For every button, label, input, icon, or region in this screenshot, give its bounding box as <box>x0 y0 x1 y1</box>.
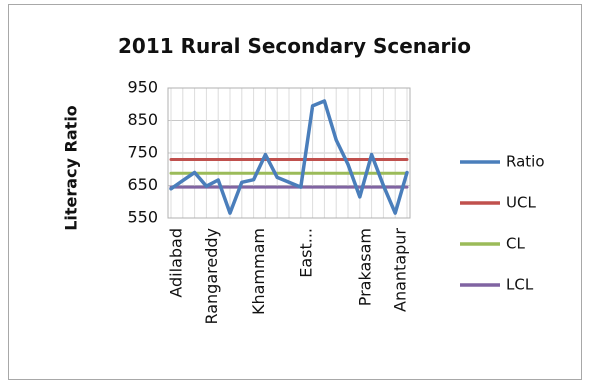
x-tick-label: Prakasam <box>355 228 374 306</box>
x-tick-label: Adilabad <box>167 228 186 298</box>
legend-label-ucl: UCL <box>506 194 536 212</box>
x-axis-ticks: Adilabad Rangareddy Khammam East... Prakasam… <box>167 228 410 325</box>
gridlines <box>168 87 410 219</box>
chart-title: 2011 Rural Secondary Scenario <box>118 34 471 58</box>
legend-label-lcl: LCL <box>506 276 534 294</box>
legend-label-ratio: Ratio <box>506 153 545 171</box>
chart-frame <box>8 4 582 380</box>
y-tick-label: 950 <box>127 78 158 97</box>
y-tick-label: 650 <box>127 175 158 194</box>
x-tick-label: Rangareddy <box>202 228 221 325</box>
series-line-ratio <box>169 99 409 215</box>
y-tick-label: 750 <box>127 143 158 162</box>
x-tick-label: Khammam <box>249 228 268 315</box>
legend-label-cl: CL <box>506 235 525 253</box>
y-tick-label: 550 <box>127 208 158 227</box>
y-tick-label: 850 <box>127 110 158 129</box>
x-tick-label: East... <box>296 228 315 278</box>
series-lines <box>169 99 409 215</box>
plot-border <box>167 87 411 219</box>
plot-area <box>167 87 411 219</box>
x-tick-label: Anantapur <box>391 228 410 312</box>
legend: Ratio UCL CL LCL <box>460 153 545 294</box>
y-axis-ticks: 550 650 750 850 950 <box>127 78 158 227</box>
y-axis-title: Literacy Ratio <box>62 105 81 231</box>
